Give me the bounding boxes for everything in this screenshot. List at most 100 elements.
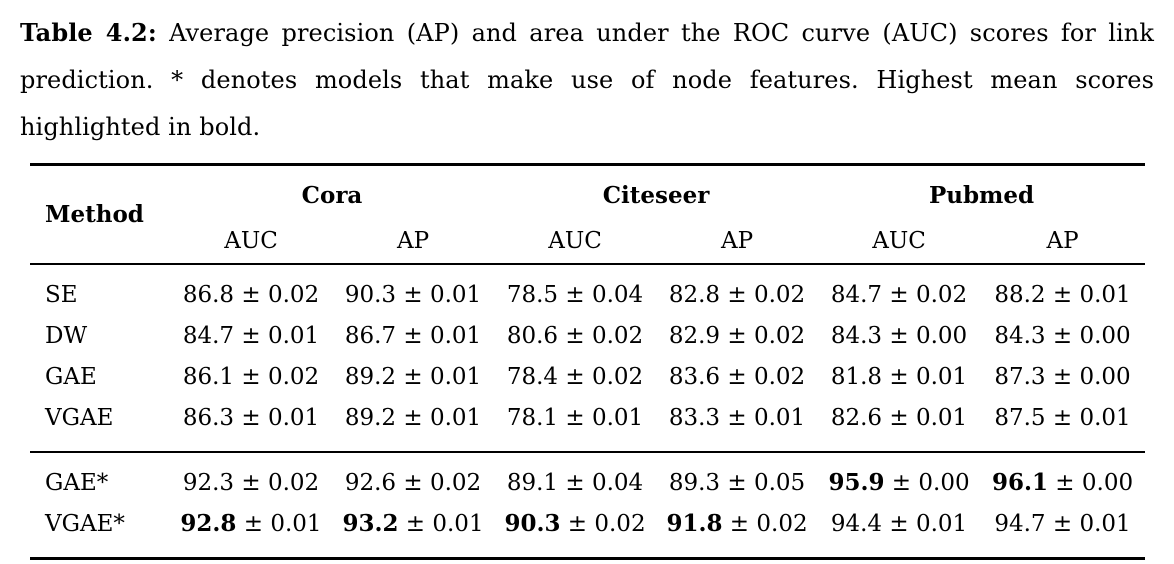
score-mean: 89.2 xyxy=(344,363,397,390)
metric-header-ap: AP xyxy=(720,228,754,254)
score-mean: 94.7 xyxy=(994,510,1046,537)
score-cell: 82.9 ± 0.02 xyxy=(668,322,806,349)
method-cell: DW xyxy=(45,322,88,349)
score-mean: 84.3 xyxy=(994,322,1046,349)
table-row: GAE* 92.3 ± 0.02 92.6 ± 0.02 89.1 ± 0.04 89.… xyxy=(30,452,1145,503)
score-cell: 91.8 ± 0.02 xyxy=(666,510,808,537)
score-mean: 89.1 xyxy=(506,469,559,496)
score-cell: 82.6 ± 0.01 xyxy=(830,404,968,431)
metric-header-ap: AP xyxy=(396,228,430,254)
score-cell: 86.1 ± 0.02 xyxy=(182,363,320,390)
score-mean: 88.2 xyxy=(994,281,1046,308)
score-cell: 90.3 ± 0.01 xyxy=(344,281,482,308)
score-mean: 83.6 xyxy=(668,363,721,390)
score-mean: 95.9 xyxy=(828,469,885,496)
results-table: Method Cora Citeseer Pubmed AUC AP AUC AP AU… xyxy=(30,163,1146,560)
score-cell: 95.9 ± 0.00 xyxy=(828,469,970,496)
score-mean: 87.5 xyxy=(994,404,1046,431)
score-cell: 93.2 ± 0.01 xyxy=(342,510,484,537)
method-column-header: Method xyxy=(45,201,144,228)
score-mean: 96.1 xyxy=(991,469,1048,496)
score-mean: 78.5 xyxy=(506,281,559,308)
score-mean: 93.2 xyxy=(342,510,399,537)
score-cell: 81.8 ± 0.01 xyxy=(830,363,968,390)
score-cell: 89.2 ± 0.01 xyxy=(344,404,482,431)
method-cell: VGAE xyxy=(45,404,114,431)
score-mean: 92.8 xyxy=(180,510,237,537)
score-cell: 89.2 ± 0.01 xyxy=(344,363,482,390)
score-cell: 94.7 ± 0.01 xyxy=(994,510,1131,537)
score-cell: 78.5 ± 0.04 xyxy=(506,281,644,308)
score-mean: 90.3 xyxy=(504,510,561,537)
caption-text: Average precision (AP) and area under th… xyxy=(20,19,1154,141)
table-header: Method Cora Citeseer Pubmed AUC AP AUC AP AU… xyxy=(30,165,1146,264)
group-header-pubmed: Pubmed xyxy=(928,182,1035,209)
method-cell: SE xyxy=(45,281,78,308)
table-caption: Table 4.2: Average precision (AP) and ar… xyxy=(0,0,1174,151)
score-cell: 92.3 ± 0.02 xyxy=(182,469,320,496)
metric-header-ap: AP xyxy=(1046,228,1079,254)
score-mean: 84.7 xyxy=(182,322,235,349)
score-mean: 80.6 xyxy=(506,322,559,349)
feature-models-section: GAE* 92.3 ± 0.02 92.6 ± 0.02 89.1 ± 0.04 89.… xyxy=(30,452,1146,559)
score-mean: 86.8 xyxy=(182,281,235,308)
score-mean: 92.3 xyxy=(182,469,235,496)
score-cell: 96.1 ± 0.00 xyxy=(991,469,1134,496)
metric-header-auc: AUC xyxy=(548,228,602,254)
score-cell: 94.4 ± 0.01 xyxy=(830,510,968,537)
score-cell: 89.3 ± 0.05 xyxy=(668,469,806,496)
score-mean: 94.4 xyxy=(830,510,883,537)
table-row: GAE 86.1 ± 0.02 89.2 ± 0.01 78.4 ± 0.02 83.6… xyxy=(30,356,1145,397)
score-cell: 83.6 ± 0.02 xyxy=(668,363,806,390)
score-cell: 83.3 ± 0.01 xyxy=(668,404,806,431)
score-mean: 90.3 xyxy=(344,281,397,308)
score-mean: 91.8 xyxy=(666,510,723,537)
score-mean: 87.3 xyxy=(994,363,1046,390)
score-mean: 83.3 xyxy=(668,404,721,431)
score-cell: 89.1 ± 0.04 xyxy=(506,469,644,496)
score-cell: 84.7 ± 0.02 xyxy=(830,281,968,308)
caption-label: Table 4.2: xyxy=(20,18,157,47)
metric-header-auc: AUC xyxy=(872,228,926,254)
method-cell: GAE* xyxy=(45,469,109,496)
score-cell: 84.3 ± 0.00 xyxy=(994,322,1131,349)
group-header-row: Method Cora Citeseer Pubmed xyxy=(30,165,1145,228)
method-cell: GAE xyxy=(45,363,97,390)
score-cell: 92.8 ± 0.01 xyxy=(180,510,322,537)
score-mean: 86.7 xyxy=(344,322,397,349)
score-mean: 86.3 xyxy=(182,404,235,431)
metric-header-row: AUC AP AUC AP AUC AP xyxy=(30,219,1145,264)
score-mean: 86.1 xyxy=(182,363,235,390)
score-mean: 82.6 xyxy=(830,404,883,431)
score-cell: 87.3 ± 0.00 xyxy=(994,363,1131,390)
score-cell: 84.3 ± 0.00 xyxy=(830,322,968,349)
score-mean: 89.3 xyxy=(668,469,721,496)
score-mean: 82.9 xyxy=(668,322,721,349)
group-header-cora: Cora xyxy=(301,182,363,209)
score-cell: 78.4 ± 0.02 xyxy=(506,363,644,390)
table-row: DW 84.7 ± 0.01 86.7 ± 0.01 80.6 ± 0.02 82.9 … xyxy=(30,315,1145,356)
score-cell: 87.5 ± 0.01 xyxy=(994,404,1131,431)
group-header-citeseer: Citeseer xyxy=(602,182,710,209)
score-cell: 78.1 ± 0.01 xyxy=(506,404,644,431)
table-row: VGAE 86.3 ± 0.01 89.2 ± 0.01 78.1 ± 0.01 83.… xyxy=(30,397,1145,452)
score-mean: 78.1 xyxy=(506,404,559,431)
score-cell: 90.3 ± 0.02 xyxy=(504,510,646,537)
table-row: VGAE* 92.8 ± 0.01 93.2 ± 0.01 90.3 ± 0.02 91… xyxy=(30,503,1145,559)
score-cell: 86.8 ± 0.02 xyxy=(182,281,320,308)
metric-header-auc: AUC xyxy=(224,228,278,254)
score-cell: 86.7 ± 0.01 xyxy=(344,322,482,349)
score-mean: 89.2 xyxy=(344,404,397,431)
table-row: SE 86.8 ± 0.02 90.3 ± 0.01 78.5 ± 0.04 82.8 … xyxy=(30,264,1145,315)
score-cell: 92.6 ± 0.02 xyxy=(344,469,482,496)
score-cell: 82.8 ± 0.02 xyxy=(668,281,806,308)
score-mean: 84.7 xyxy=(830,281,883,308)
score-mean: 84.3 xyxy=(830,322,883,349)
score-cell: 84.7 ± 0.01 xyxy=(182,322,320,349)
method-cell: VGAE* xyxy=(45,510,125,537)
baseline-models-section: SE 86.8 ± 0.02 90.3 ± 0.01 78.5 ± 0.04 82.8 … xyxy=(30,264,1145,452)
score-cell: 88.2 ± 0.01 xyxy=(994,281,1131,308)
score-cell: 80.6 ± 0.02 xyxy=(506,322,644,349)
score-mean: 92.6 xyxy=(344,469,397,496)
